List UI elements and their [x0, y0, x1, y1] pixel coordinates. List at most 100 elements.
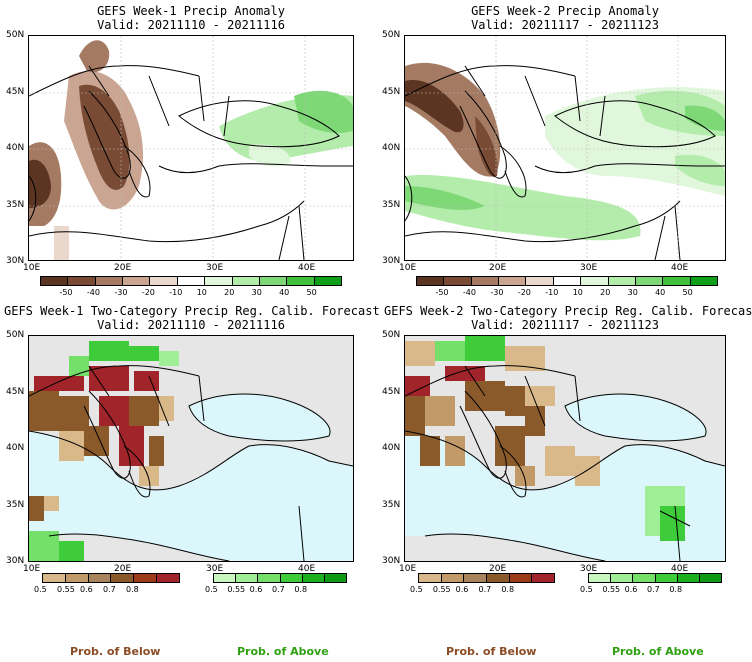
colorbar-tick-label: 0.5	[410, 585, 423, 594]
colorbar-swatch	[471, 277, 500, 285]
map-week2-two-category	[404, 335, 726, 562]
below-colorbar-week2	[418, 573, 555, 583]
colorbar-swatch	[532, 574, 555, 582]
colorbar-tick-label: -20	[141, 288, 155, 297]
colorbar-swatch	[65, 574, 89, 582]
colorbar-swatch	[677, 574, 700, 582]
below-colorbar-week1	[42, 573, 180, 583]
colorbar-swatch	[205, 277, 233, 285]
colorbar-swatch	[633, 574, 656, 582]
colorbar-tick-label: 0.5	[580, 585, 593, 594]
colorbar-tick-label: 50	[682, 288, 693, 297]
colorbar-swatch	[111, 574, 135, 582]
colorbar-swatch	[690, 277, 717, 285]
colorbar-tick-label: 40	[655, 288, 666, 297]
colorbar-tick-label: 30	[251, 288, 262, 297]
colorbar-swatch	[663, 277, 691, 285]
lat-label-45n: 45N	[6, 87, 25, 97]
colorbar-tick-label: 10	[196, 288, 207, 297]
above-colorbar-week2	[588, 573, 722, 583]
colorbar-tick-label: 0.5	[205, 585, 218, 594]
anomaly-colorbar-week2	[416, 276, 718, 286]
colorbar-tick-label: 0.55	[602, 585, 621, 594]
colorbar-tick-label: 0.7	[478, 585, 492, 594]
above-colorbar-week1	[213, 573, 347, 583]
colorbar-swatch	[441, 574, 465, 582]
colorbar-swatch	[417, 277, 445, 285]
colorbar-tick-label: 0.5	[34, 585, 47, 594]
colorbar-swatch	[134, 574, 158, 582]
prob-above-label-week2: Prob. of Above	[612, 645, 704, 658]
colorbar-swatch	[214, 574, 237, 582]
lat-label-35n: 35N	[6, 200, 25, 210]
prob-below-label-week2: Prob. of Below	[446, 645, 537, 658]
lat-label-40n: 40N	[6, 443, 25, 453]
prob-below-label-week1: Prob. of Below	[70, 645, 161, 658]
colorbar-swatch	[258, 574, 281, 582]
panel-bl-title: GEFS Week-1 Two-Category Precip Reg. Cal…	[4, 304, 380, 318]
colorbar-tick-label: -30	[114, 288, 128, 297]
lat-label-50n: 50N	[382, 330, 401, 340]
lon-label-30e: 30E	[206, 263, 224, 273]
lat-label-50n: 50N	[6, 30, 25, 40]
colorbar-swatch	[499, 277, 527, 285]
colorbar-swatch	[589, 574, 612, 582]
colorbar-tick-label: -10	[169, 288, 183, 297]
colorbar-swatch	[635, 277, 664, 285]
colorbar-tick-label: 0.55	[227, 585, 246, 594]
colorbar-tick-label: 0.7	[647, 585, 660, 594]
colorbar-swatch	[150, 277, 178, 285]
colorbar-swatch	[95, 277, 124, 285]
lon-label-40e: 40E	[671, 564, 689, 574]
lat-label-45n: 45N	[382, 87, 401, 97]
anomaly-colorbar-week1	[40, 276, 342, 286]
colorbar-swatch	[236, 574, 259, 582]
colorbar-swatch	[464, 574, 488, 582]
map-week1-two-category	[28, 335, 354, 562]
lat-label-40n: 40N	[382, 443, 401, 453]
colorbar-swatch	[123, 277, 151, 285]
panel-br-title: GEFS Week-2 Two-Category Precip Reg. Cal…	[384, 304, 752, 318]
colorbar-swatch	[608, 277, 636, 285]
lon-label-40e: 40E	[671, 263, 689, 273]
colorbar-swatch	[287, 277, 315, 285]
colorbar-tick-label: 20	[224, 288, 235, 297]
colorbar-swatch	[419, 574, 442, 582]
colorbar-swatch	[280, 574, 303, 582]
lat-label-35n: 35N	[382, 200, 401, 210]
prob-above-label-week1: Prob. of Above	[237, 645, 329, 658]
colorbar-tick-label: 0.6	[80, 585, 93, 594]
colorbar-swatch	[302, 574, 325, 582]
colorbar-tick-label: 0.55	[432, 585, 451, 594]
lat-label-35n: 35N	[6, 500, 25, 510]
colorbar-tick-label: 0.6	[624, 585, 638, 594]
colorbar-tick-label: 10	[572, 288, 583, 297]
colorbar-swatch	[699, 574, 722, 582]
colorbar-swatch	[259, 277, 288, 285]
lon-label-10e: 10E	[399, 564, 417, 574]
colorbar-tick-label: 0.6	[455, 585, 469, 594]
lon-label-40e: 40E	[298, 564, 316, 574]
colorbar-tick-label: -50	[59, 288, 73, 297]
colorbar-swatch	[526, 277, 554, 285]
colorbar-tick-label: -10	[545, 288, 559, 297]
colorbar-tick-label: 40	[279, 288, 290, 297]
colorbar-swatch	[509, 574, 533, 582]
lon-label-30e: 30E	[206, 564, 224, 574]
lon-label-10e: 10E	[23, 564, 41, 574]
colorbar-swatch	[581, 277, 609, 285]
colorbar-tick-label: -50	[435, 288, 449, 297]
lon-label-10e: 10E	[23, 263, 41, 273]
colorbar-tick-label: -40	[86, 288, 100, 297]
map-week2-anomaly	[404, 35, 726, 261]
colorbar-swatch	[655, 574, 678, 582]
lat-label-45n: 45N	[382, 387, 401, 397]
colorbar-swatch	[88, 574, 112, 582]
colorbar-tick-label: 20	[600, 288, 611, 297]
panel-tl-valid: Valid: 20211110 - 20211116	[97, 18, 285, 32]
colorbar-swatch	[314, 277, 341, 285]
lat-label-30n: 30N	[382, 256, 401, 266]
colorbar-tick-label: 0.8	[501, 585, 515, 594]
colorbar-swatch	[68, 277, 96, 285]
lon-label-30e: 30E	[580, 564, 598, 574]
